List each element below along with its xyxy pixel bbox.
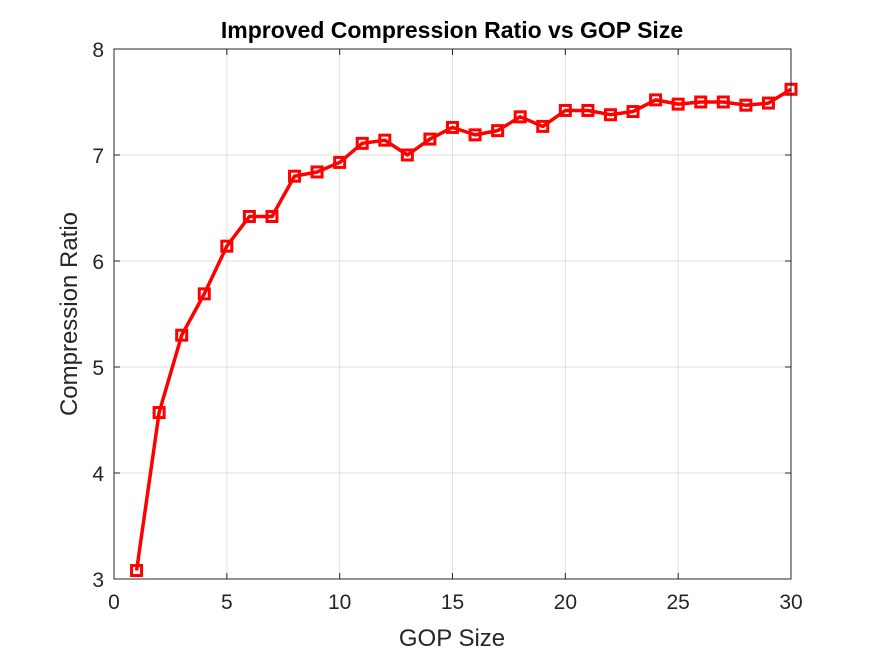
- data-point-marker: [175, 328, 189, 342]
- y-tick-label: 3: [92, 569, 104, 592]
- x-tick-label: 25: [666, 591, 689, 614]
- y-axis-label: Compression Ratio: [56, 212, 83, 416]
- data-point-marker: [355, 136, 369, 150]
- series-layer: [130, 82, 798, 578]
- data-point-marker: [333, 155, 347, 169]
- data-point-marker: [310, 165, 324, 179]
- data-point-marker: [491, 124, 505, 138]
- data-point-marker: [739, 98, 753, 112]
- data-point-marker: [694, 95, 708, 109]
- data-point-marker: [761, 96, 775, 110]
- y-tick-label: 5: [92, 357, 104, 380]
- data-point-marker: [400, 148, 414, 162]
- chart-title: Improved Compression Ratio vs GOP Size: [221, 17, 683, 43]
- y-tick-label: 7: [92, 145, 104, 168]
- data-point-marker: [603, 108, 617, 122]
- ticks: 0 5 10 15 20 25 30 3 4 5 6 7 8: [92, 39, 802, 614]
- x-tick-label: 20: [554, 591, 577, 614]
- y-tick-label: 4: [92, 463, 104, 486]
- data-point-marker: [197, 287, 211, 301]
- x-axis-label: GOP Size: [399, 625, 505, 652]
- data-point-marker: [536, 119, 550, 133]
- y-tick-label: 8: [92, 39, 104, 62]
- data-point-marker: [513, 110, 527, 124]
- grid: [114, 49, 791, 579]
- data-point-marker: [220, 239, 234, 253]
- data-point-marker: [130, 564, 144, 578]
- data-point-marker: [242, 209, 256, 223]
- data-point-marker: [152, 406, 166, 420]
- x-tick-label: 30: [779, 591, 802, 614]
- data-point-marker: [265, 209, 279, 223]
- data-point-marker: [446, 120, 459, 134]
- data-point-marker: [378, 133, 392, 147]
- data-point-marker: [423, 132, 437, 146]
- data-point-marker: [626, 105, 640, 119]
- x-tick-label: 15: [441, 591, 464, 614]
- data-point-marker: [288, 169, 302, 183]
- data-point-marker: [649, 93, 663, 107]
- x-tick-label: 5: [221, 591, 233, 614]
- data-point-marker: [558, 103, 572, 117]
- y-tick-label: 6: [92, 251, 104, 274]
- data-point-marker: [671, 97, 685, 111]
- data-point-marker: [716, 95, 730, 109]
- x-tick-label: 10: [328, 591, 351, 614]
- x-tick-label: 0: [108, 591, 120, 614]
- data-point-marker: [581, 103, 595, 117]
- data-point-marker: [468, 128, 482, 142]
